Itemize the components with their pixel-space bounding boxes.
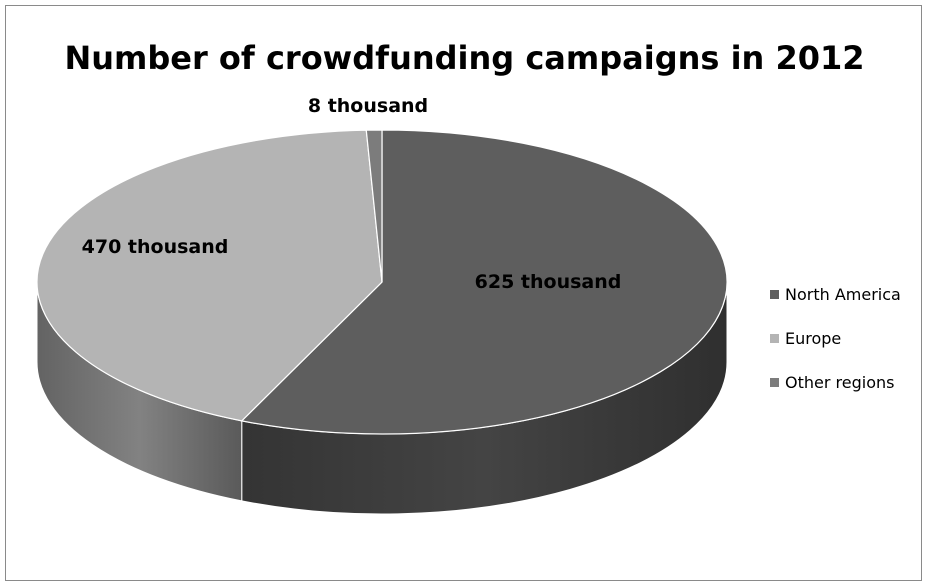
chart-title: Number of crowdfunding campaigns in 2012 (64, 39, 865, 77)
legend-swatch (770, 289, 779, 299)
data-label-europe: 470 thousand (82, 236, 229, 258)
legend-label: Europe (785, 328, 842, 348)
data-label-north-america: 625 thousand (475, 271, 622, 293)
legend-item-other-regions: Other regions (770, 371, 901, 393)
data-label-other-regions: 8 thousand (308, 95, 428, 117)
legend-swatch (770, 377, 779, 387)
legend-item-europe: Europe (770, 327, 901, 349)
pie-slice-europe (36, 129, 383, 422)
pie-slice-north-america (240, 129, 728, 435)
legend-label: North America (785, 284, 901, 304)
legend-item-north-america: North America (770, 283, 901, 305)
legend-label: Other regions (785, 372, 895, 392)
legend-swatch (770, 333, 779, 343)
legend: North America Europe Other regions (770, 283, 901, 415)
pie-slice-other-regions (365, 129, 383, 283)
